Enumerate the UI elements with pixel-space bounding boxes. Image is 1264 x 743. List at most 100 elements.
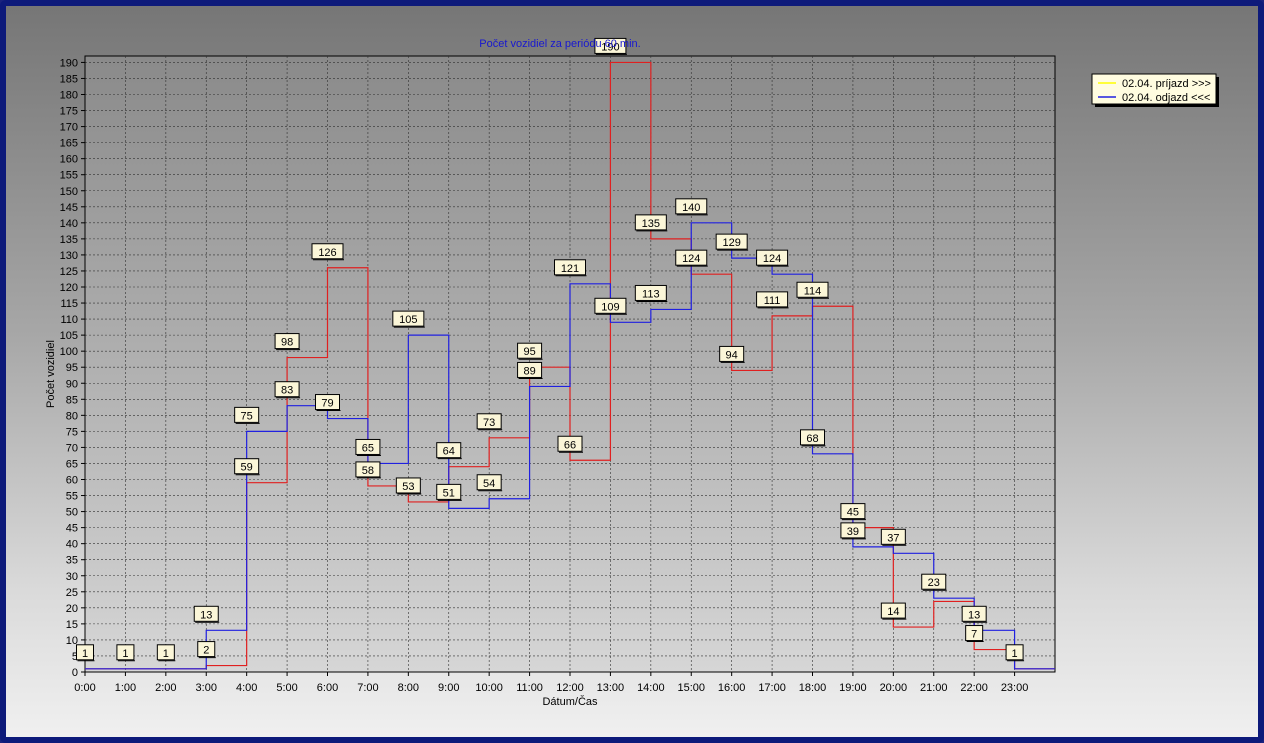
data-label: 114 [796, 281, 829, 299]
data-label-text: 126 [318, 247, 336, 259]
y-tick-label: 170 [60, 122, 78, 134]
data-label: 94 [719, 345, 745, 363]
series-lines [85, 61, 1055, 670]
data-label-box [1005, 644, 1024, 661]
y-tick-label: 185 [60, 73, 78, 85]
y-tick-label: 50 [66, 507, 78, 519]
y-tick-label: 45 [66, 523, 78, 535]
data-label-text: 113 [642, 288, 660, 300]
y-tick-label: 25 [66, 587, 78, 599]
series-line-odjazd [85, 222, 1055, 670]
legend-box [1091, 73, 1217, 105]
data-label-text: 23 [928, 577, 940, 589]
data-label: 23 [921, 573, 947, 591]
data-label-text: 7 [971, 629, 977, 641]
data-label: 1 [76, 644, 95, 662]
data-label-text: 140 [682, 202, 700, 214]
data-label: 79 [315, 394, 341, 412]
x-tick-label: 6:00 [317, 682, 338, 694]
x-tick-label: 5:00 [276, 682, 297, 694]
data-label: 75 [234, 406, 260, 424]
data-label-box [193, 605, 219, 622]
data-label-box [796, 281, 829, 298]
x-tick-label: 14:00 [637, 682, 665, 694]
y-tick-label: 120 [60, 282, 78, 294]
y-tick-label: 190 [60, 57, 78, 69]
y-tick-label: 75 [66, 426, 78, 438]
data-label-text: 13 [200, 609, 212, 621]
data-label-box [197, 641, 216, 658]
data-label: 109 [594, 297, 627, 315]
data-label-box [554, 259, 586, 276]
data-label-text: 89 [523, 365, 535, 377]
data-label-box [675, 249, 708, 266]
x-tick-label: 22:00 [960, 682, 988, 694]
data-label-text: 1 [163, 648, 169, 660]
y-tick-label: 90 [66, 378, 78, 390]
data-label: 126 [311, 243, 344, 261]
data-label-box [634, 284, 667, 301]
data-label-box [355, 438, 381, 455]
data-label-text: 51 [443, 487, 455, 499]
data-label-box [715, 233, 748, 250]
data-label-box [116, 644, 135, 661]
data-label-box [436, 442, 462, 459]
y-tick-label: 70 [66, 442, 78, 454]
data-label-box [840, 522, 866, 539]
data-label-text: 64 [443, 446, 455, 458]
data-label-box [156, 644, 175, 661]
data-label: 135 [634, 214, 668, 232]
data-label: 13 [961, 605, 988, 623]
data-label: 53 [395, 477, 422, 495]
data-label: 73 [476, 413, 503, 431]
data-label: 105 [392, 310, 425, 328]
data-label-text: 58 [362, 465, 374, 477]
data-label: 58 [355, 461, 381, 479]
data-label-box [517, 342, 543, 359]
y-tick-label: 80 [66, 410, 78, 422]
data-label: 124 [675, 249, 708, 267]
x-tick-label: 2:00 [155, 682, 176, 694]
y-tick-label: 0 [72, 667, 78, 679]
data-label: 64 [436, 442, 462, 460]
x-tick-label: 9:00 [438, 682, 459, 694]
data-labels: 1 1 1 2135975988312679586553105645173549589… [76, 37, 1025, 662]
chart-title: Počet vozidiel za periódu 60 min. [479, 38, 640, 50]
y-tick-label: 150 [60, 186, 78, 198]
x-tick-label: 7:00 [357, 682, 378, 694]
data-label-text: 79 [321, 398, 333, 410]
y-tick-label: 125 [60, 266, 78, 278]
data-label-text: 114 [804, 285, 822, 297]
y-tick-label: 40 [66, 539, 78, 551]
legend-label: 02.04. príjazd >>> [1122, 78, 1211, 90]
data-label-box [395, 477, 421, 494]
y-tick-label: 15 [66, 619, 78, 631]
y-tick-label: 145 [60, 202, 78, 214]
data-label: 14 [880, 602, 907, 620]
y-tick-label: 20 [66, 603, 78, 615]
data-label-box [557, 435, 583, 452]
data-label-box [800, 429, 825, 446]
x-tick-label: 8:00 [398, 682, 419, 694]
data-label-box [476, 474, 502, 491]
data-label: 7 [965, 625, 984, 643]
x-tick-label: 16:00 [718, 682, 746, 694]
data-label-box [921, 573, 947, 590]
data-label-text: 13 [968, 609, 980, 621]
y-tick-label: 85 [66, 394, 78, 406]
data-label-box [234, 406, 260, 423]
data-label: 83 [274, 381, 301, 399]
data-label: 65 [355, 438, 381, 456]
y-tick-label: 155 [60, 170, 78, 182]
y-axis-title: Počet vozidiel [45, 340, 57, 408]
data-label: 1 [1005, 644, 1025, 662]
legend-label: 02.04. odjazd <<< [1122, 92, 1210, 104]
x-tick-label: 10:00 [475, 682, 503, 694]
data-label-text: 124 [763, 253, 781, 265]
data-label-text: 1 [1012, 648, 1018, 660]
data-label-box [961, 605, 987, 622]
data-label-text: 95 [523, 346, 535, 358]
data-label-box [436, 483, 462, 500]
data-label-text: 94 [726, 349, 738, 361]
